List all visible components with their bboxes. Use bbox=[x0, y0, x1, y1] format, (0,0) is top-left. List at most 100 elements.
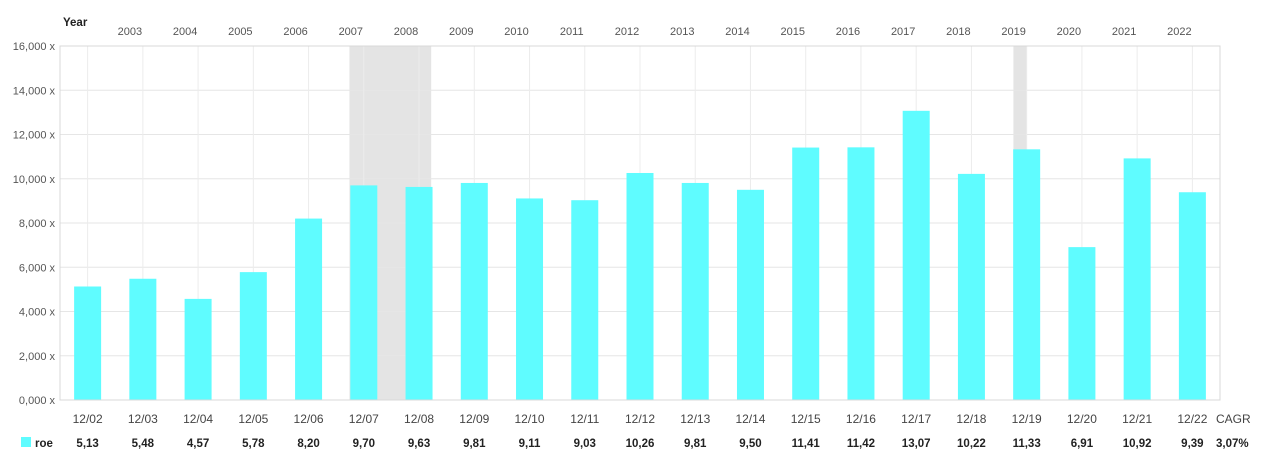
year-tick-label: 2018 bbox=[946, 26, 970, 38]
x-tick-label: 12/06 bbox=[294, 412, 324, 426]
year-tick-label: 2019 bbox=[1001, 26, 1025, 38]
plot-frame bbox=[59, 45, 1221, 401]
value-label: 5,78 bbox=[242, 438, 265, 450]
value-label: 4,57 bbox=[187, 438, 209, 450]
y-tick-label: 0,000 x bbox=[19, 395, 56, 407]
bar-12-13 bbox=[681, 182, 709, 400]
value-label: 9,81 bbox=[463, 438, 486, 450]
value-label: 10,26 bbox=[626, 438, 655, 450]
y-tick-label: 12,000 x bbox=[13, 130, 56, 142]
x-tick-label: 12/17 bbox=[901, 412, 931, 426]
value-label: 9,81 bbox=[684, 438, 707, 450]
x-tick-label: 12/11 bbox=[570, 412, 599, 426]
bar-12-11 bbox=[571, 200, 599, 400]
x-tick-label: 12/22 bbox=[1177, 412, 1207, 426]
year-tick-label: 2010 bbox=[504, 26, 528, 38]
bar-12-03 bbox=[129, 278, 157, 400]
bar-12-17 bbox=[902, 110, 930, 401]
y-tick-label: 16,000 x bbox=[13, 41, 56, 53]
year-tick-label: 2021 bbox=[1112, 26, 1136, 38]
year-tick-label: 2012 bbox=[615, 26, 639, 38]
x-axis-ticks: 12/02 12/03 12/04 12/05 12/06 12/07 12/08 12/09… bbox=[73, 412, 1208, 426]
x-tick-label: 12/19 bbox=[1012, 412, 1042, 426]
legend-label-roe: roe bbox=[35, 438, 53, 450]
x-tick-label: 12/12 bbox=[625, 412, 655, 426]
year-tick-label: 2007 bbox=[339, 26, 363, 38]
year-tick-label: 2013 bbox=[670, 26, 694, 38]
value-label: 5,13 bbox=[76, 438, 98, 450]
value-label: 10,22 bbox=[957, 438, 986, 450]
year-tick-label: 2015 bbox=[780, 26, 804, 38]
cagr-label: CAGR bbox=[1216, 412, 1251, 426]
bar-12-12 bbox=[626, 172, 654, 400]
bar-12-06 bbox=[295, 218, 323, 400]
value-label: 9,03 bbox=[574, 438, 596, 450]
year-tick-label: 2003 bbox=[118, 26, 142, 38]
cagr-value: 3,07% bbox=[1216, 438, 1249, 450]
x-tick-label: 12/05 bbox=[238, 412, 268, 426]
y-tick-label: 14,000 x bbox=[13, 85, 56, 97]
x-tick-label: 12/02 bbox=[73, 412, 103, 426]
bar-12-22 bbox=[1178, 192, 1206, 400]
bar-12-20 bbox=[1068, 247, 1096, 400]
x-tick-label: 12/07 bbox=[349, 412, 379, 426]
year-tick-label: 2009 bbox=[449, 26, 473, 38]
year-tick-label: 2011 bbox=[560, 26, 584, 38]
bar-12-05 bbox=[239, 272, 267, 400]
value-labels: 5,13 5,48 4,57 5,78 8,20 9,70 9,63 9,81 9,11 9,03… bbox=[76, 438, 1203, 450]
y-tick-label: 8,000 x bbox=[19, 218, 56, 230]
year-axis-label: Year bbox=[63, 17, 88, 29]
year-axis-ticks: 2003 2004 2005 2006 2007 2008 2009 2010 2011 2012… bbox=[118, 26, 1192, 38]
bar-12-09 bbox=[460, 182, 488, 400]
value-label: 9,11 bbox=[519, 438, 541, 450]
year-tick-label: 2020 bbox=[1057, 26, 1081, 38]
bar-12-21 bbox=[1123, 158, 1151, 400]
x-tick-label: 12/20 bbox=[1067, 412, 1097, 426]
year-tick-label: 2005 bbox=[228, 26, 252, 38]
bar-12-07 bbox=[350, 185, 378, 400]
x-tick-label: 12/13 bbox=[680, 412, 710, 426]
bar-12-14 bbox=[736, 189, 764, 400]
y-tick-label: 2,000 x bbox=[19, 351, 56, 363]
value-label: 9,39 bbox=[1181, 438, 1203, 450]
bar-12-16 bbox=[847, 147, 875, 400]
x-tick-label: 12/14 bbox=[735, 412, 765, 426]
y-tick-label: 6,000 x bbox=[19, 262, 56, 274]
value-label: 8,20 bbox=[297, 438, 319, 450]
x-tick-label: 12/15 bbox=[791, 412, 821, 426]
year-tick-label: 2017 bbox=[891, 26, 915, 38]
value-label: 5,48 bbox=[132, 438, 155, 450]
bar-12-10 bbox=[516, 198, 544, 400]
bar-12-04 bbox=[184, 298, 212, 400]
y-axis-ticks: 0,000 x 2,000 x 4,000 x 6,000 x 8,000 x 10,00… bbox=[13, 41, 56, 407]
y-tick-label: 10,000 x bbox=[13, 174, 56, 186]
bar-12-02 bbox=[74, 286, 102, 400]
value-label: 11,33 bbox=[1013, 438, 1041, 450]
bar-12-18 bbox=[957, 173, 985, 400]
year-tick-label: 2016 bbox=[836, 26, 860, 38]
x-tick-label: 12/08 bbox=[404, 412, 434, 426]
x-tick-label: 12/18 bbox=[956, 412, 986, 426]
bar-12-19 bbox=[1013, 149, 1041, 400]
value-label: 13,07 bbox=[902, 438, 931, 450]
value-label: 9,70 bbox=[353, 438, 375, 450]
x-tick-label: 12/09 bbox=[459, 412, 489, 426]
x-tick-label: 12/10 bbox=[515, 412, 545, 426]
value-label: 11,41 bbox=[792, 438, 821, 450]
year-tick-label: 2022 bbox=[1167, 26, 1191, 38]
bar-12-15 bbox=[792, 147, 820, 400]
bars bbox=[74, 110, 1206, 401]
x-tick-label: 12/04 bbox=[183, 412, 213, 426]
x-tick-label: 12/16 bbox=[846, 412, 876, 426]
year-tick-label: 2008 bbox=[394, 26, 418, 38]
value-label: 9,50 bbox=[739, 438, 761, 450]
year-tick-label: 2004 bbox=[173, 26, 197, 38]
plot-border bbox=[59, 45, 1221, 401]
x-tick-label: 12/21 bbox=[1122, 412, 1152, 426]
year-tick-label: 2014 bbox=[725, 26, 749, 38]
value-label: 6,91 bbox=[1071, 438, 1094, 450]
value-label: 11,42 bbox=[847, 438, 875, 450]
value-label: 10,92 bbox=[1123, 438, 1152, 450]
value-label: 9,63 bbox=[408, 438, 430, 450]
x-tick-label: 12/03 bbox=[128, 412, 158, 426]
